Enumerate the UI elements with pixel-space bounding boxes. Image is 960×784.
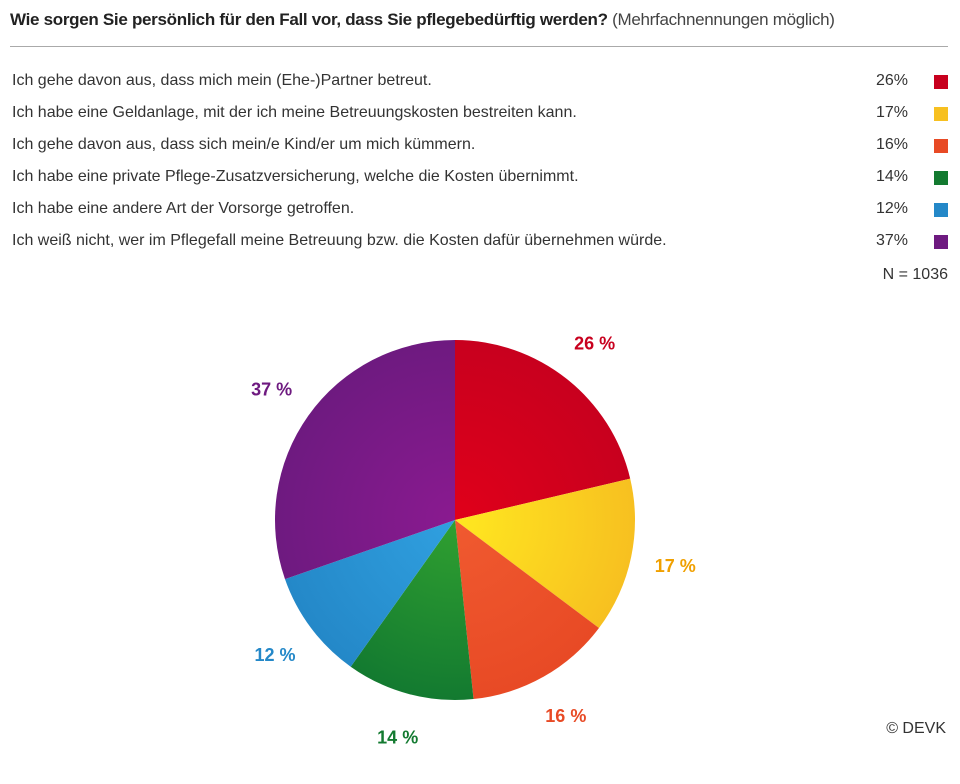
pie-slice	[284, 520, 455, 667]
legend-value: 14%	[875, 168, 908, 185]
legend-swatch	[934, 139, 948, 153]
pie-slice	[455, 478, 635, 629]
legend-swatch	[934, 75, 948, 89]
legend-label: Ich habe eine andere Art der Vorsorge ge…	[12, 200, 355, 217]
legend-label: Ich gehe davon aus, dass mich mein (Ehe-…	[12, 72, 432, 89]
sample-size: N = 1036	[882, 266, 948, 283]
legend-label: Ich habe eine Geldanlage, mit der ich me…	[12, 104, 577, 121]
copyright: © DEVK	[886, 720, 946, 737]
legend-item: Ich habe eine Geldanlage, mit der ich me…	[12, 104, 948, 128]
title-question: Wie sorgen Sie persönlich für den Fall v…	[10, 10, 608, 29]
slice-label: 16 %	[545, 706, 586, 726]
legend-value: 16%	[875, 136, 908, 153]
legend-swatch	[934, 203, 948, 217]
legend-value: 12%	[875, 200, 908, 217]
legend-item: Ich weiß nicht, wer im Pflegefall meine …	[12, 232, 948, 256]
pie-slice	[455, 520, 599, 700]
legend-swatch	[934, 171, 948, 185]
chart-title: Wie sorgen Sie persönlich für den Fall v…	[10, 10, 835, 30]
slice-label: 17 %	[655, 556, 696, 576]
legend-value: 17%	[875, 104, 908, 121]
title-note: (Mehrfachnennungen möglich)	[612, 10, 835, 29]
pie-slice	[455, 340, 631, 520]
legend-value: 26%	[875, 72, 908, 89]
legend-label: Ich weiß nicht, wer im Pflegefall meine …	[12, 232, 667, 249]
legend-value: 37%	[875, 232, 908, 249]
slice-label: 37 %	[251, 380, 292, 400]
slice-label: 26 %	[574, 334, 615, 354]
divider	[10, 46, 948, 47]
legend-swatch	[934, 107, 948, 121]
slice-label: 12 %	[255, 645, 296, 665]
legend-label: Ich habe eine private Pflege-Zusatzversi…	[12, 168, 579, 185]
pie-slice	[275, 340, 455, 580]
legend-item: Ich habe eine private Pflege-Zusatzversi…	[12, 168, 948, 192]
slice-label: 14 %	[377, 728, 418, 748]
legend-item: Ich gehe davon aus, dass sich mein/e Kin…	[12, 136, 948, 160]
legend-label: Ich gehe davon aus, dass sich mein/e Kin…	[12, 136, 476, 153]
legend-item: Ich gehe davon aus, dass mich mein (Ehe-…	[12, 72, 948, 96]
legend-item: Ich habe eine andere Art der Vorsorge ge…	[12, 200, 948, 224]
pie-slice	[350, 520, 474, 700]
legend-swatch	[934, 235, 948, 249]
